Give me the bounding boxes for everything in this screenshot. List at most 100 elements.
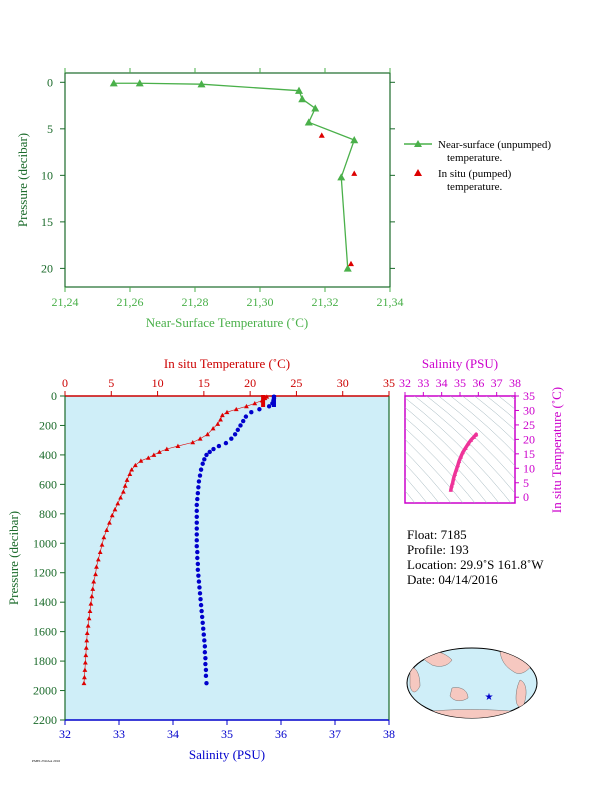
top-x-tick-label: 21,26 <box>117 295 144 309</box>
top-x-tick-label: 21,30 <box>247 295 274 309</box>
profile-y-axis-label: Pressure (decibar) <box>6 511 21 605</box>
salinity-point <box>194 532 199 537</box>
pressure-tick-label: 600 <box>39 477 57 491</box>
top-y-tick-label: 20 <box>41 261 53 275</box>
salinity-point <box>195 491 201 496</box>
salinity-point <box>199 608 204 614</box>
salinity-point <box>194 526 199 531</box>
ts-point <box>455 463 460 468</box>
temperature-point <box>82 660 88 665</box>
temperature-point <box>90 586 96 591</box>
density-contour <box>405 427 476 503</box>
temp-tick-label: 20 <box>244 376 256 390</box>
salinity-point <box>200 620 205 625</box>
temperature-point <box>145 455 151 460</box>
ts-salinity-tick-label: 33 <box>417 376 429 390</box>
salinity-point <box>202 457 207 462</box>
top-x-tick-label: 21,32 <box>312 295 339 309</box>
temperature-point <box>151 452 157 457</box>
ts-point <box>471 434 476 439</box>
legend-in-situ-line1: In situ (pumped) <box>438 168 512 180</box>
density-contour <box>498 396 515 410</box>
in-situ-point <box>348 260 354 267</box>
near-surface-point <box>304 118 313 126</box>
salinity-tick-label: 33 <box>113 727 125 741</box>
near-surface-point <box>109 79 118 87</box>
temperature-point <box>88 601 94 606</box>
temperature-point <box>94 564 99 569</box>
temperature-point <box>83 652 89 658</box>
profile-axis-ticks: 0 5 10 15 20 25 30 35 32 33 34 35 36 37 38 0 200 400 600 80… <box>33 376 395 741</box>
salinity-point <box>201 632 206 637</box>
salinity-point <box>198 597 203 602</box>
ts-temp-tick-label: 20 <box>523 432 535 446</box>
density-contour <box>462 396 515 442</box>
temp-tick-label: 25 <box>290 376 302 390</box>
ts-point <box>448 487 454 492</box>
near-surface-point <box>343 264 352 272</box>
pressure-tick-label: 400 <box>39 448 57 462</box>
salinity-point <box>203 673 209 679</box>
salinity-point <box>202 644 208 649</box>
legend-in-situ-line2: temperature. <box>447 181 503 193</box>
ts-salinity-tick-label: 35 <box>454 376 466 390</box>
ts-temp-tick-label: 35 <box>523 389 535 403</box>
pressure-tick-label: 1400 <box>33 595 57 609</box>
salinity-point <box>202 650 208 655</box>
ts-point <box>454 467 459 472</box>
temperature-point <box>122 483 128 488</box>
ts-series-group <box>448 431 479 492</box>
float-location-marker: ★ <box>485 692 494 703</box>
salinity-point <box>194 538 199 543</box>
temperature-point <box>164 446 170 451</box>
temperature-point <box>104 527 110 532</box>
pressure-tick-label: 1200 <box>33 566 57 580</box>
salinity-point <box>203 655 208 661</box>
temperature-point <box>86 615 92 621</box>
temperature-point <box>224 409 230 415</box>
density-contour <box>438 396 515 467</box>
ts-plot-area <box>404 395 516 504</box>
temperature-point <box>91 579 97 584</box>
pressure-tick-label: 2200 <box>33 713 57 727</box>
top-y-tick-label: 5 <box>47 122 53 136</box>
salinity-point <box>194 502 199 508</box>
temperature-point <box>118 495 123 500</box>
salinity-point <box>196 479 202 484</box>
density-contour <box>450 396 515 454</box>
location: Location: 29.9˚S 161.8˚W <box>407 557 544 572</box>
temperature-point <box>84 638 90 643</box>
temperature-point <box>132 462 138 468</box>
density-contour <box>405 397 512 503</box>
temperature-point <box>83 645 89 650</box>
density-contour <box>405 463 440 503</box>
salinity-point <box>204 680 209 686</box>
temp-tick-label: 10 <box>152 376 164 390</box>
salinity-point <box>198 467 204 472</box>
temperature-point <box>95 557 101 562</box>
ts-salinity-tick-label: 37 <box>491 376 503 390</box>
pressure-tick-label: 200 <box>39 418 57 432</box>
temperature-point <box>219 412 225 418</box>
land-africa <box>409 667 421 693</box>
ts-temp-tick-label: 25 <box>523 418 535 432</box>
salinity-point <box>238 423 243 428</box>
temperature-point <box>109 512 115 518</box>
top-y-tick-label: 15 <box>41 215 53 229</box>
density-contour <box>405 490 416 503</box>
salinity-tick-label: 37 <box>329 727 341 741</box>
top-axis-ticks: 21,24 21,26 21,28 21,30 21,32 21,34 0 5 10 15 20 <box>41 68 404 309</box>
salinity-point <box>197 473 203 478</box>
ts-temp-tick-label: 10 <box>523 461 535 475</box>
legend-near-surface-line2: temperature. <box>447 152 503 164</box>
near-surface-line <box>113 82 356 269</box>
temperature-point <box>129 467 135 472</box>
density-contour <box>405 407 500 503</box>
land-south-america <box>515 679 527 708</box>
ts-point <box>473 431 479 436</box>
legend-marker-in-situ <box>414 169 422 176</box>
temperature-point <box>190 439 196 445</box>
temperature-point <box>205 431 210 437</box>
